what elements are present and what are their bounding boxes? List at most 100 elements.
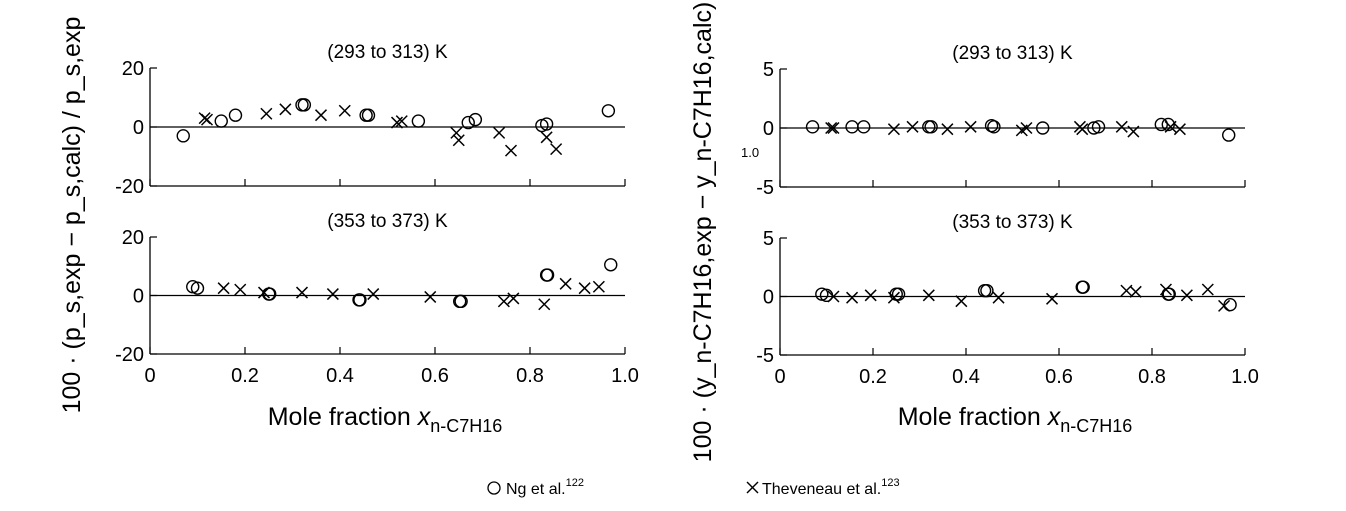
point-cross bbox=[1164, 120, 1177, 133]
x-tick-label: 0.8 bbox=[1138, 366, 1166, 388]
point-cross bbox=[906, 120, 919, 133]
point-cross bbox=[314, 109, 328, 122]
point-circle bbox=[1091, 120, 1106, 134]
point-cross bbox=[1115, 120, 1128, 133]
y-tick-label: 0 bbox=[133, 286, 144, 308]
point-cross bbox=[941, 123, 954, 136]
point-cross bbox=[1127, 125, 1140, 138]
point-cross bbox=[493, 126, 506, 139]
panel-title: (293 to 313) K bbox=[327, 42, 448, 63]
x-tick-label: 0.4 bbox=[952, 366, 980, 388]
point-circle bbox=[924, 120, 938, 134]
x-tick-label: 0 bbox=[144, 365, 155, 387]
point-cross bbox=[825, 121, 838, 135]
y-tick-label: 0 bbox=[133, 117, 144, 139]
point-cross bbox=[1129, 285, 1142, 298]
point-circle bbox=[461, 115, 475, 130]
point-cross bbox=[450, 126, 463, 139]
point-cross bbox=[592, 280, 605, 293]
point-circle bbox=[176, 129, 190, 143]
y-tick-label: 20 bbox=[122, 227, 144, 249]
point-cross bbox=[827, 121, 840, 135]
point-cross bbox=[326, 288, 339, 301]
legend-entry-ng: Ng et al.122 bbox=[487, 477, 584, 498]
point-circle bbox=[891, 287, 906, 301]
point-cross bbox=[955, 295, 968, 308]
x-tick-label: 0.6 bbox=[1045, 366, 1073, 388]
point-circle bbox=[857, 120, 871, 134]
x-tick-label: 0.8 bbox=[516, 365, 544, 387]
y-tick-label: 0 bbox=[763, 287, 774, 309]
panel-1: -20 0 20 (293 to 313) K bbox=[115, 42, 626, 198]
y-tick-label: 5 bbox=[763, 59, 774, 81]
legend-entry-theveneau: Theveneau et al.123 bbox=[746, 477, 900, 498]
point-cross bbox=[338, 104, 351, 117]
stray-label: 1.0 bbox=[741, 145, 759, 160]
panel-3: -5 0 5 (293 to 313) K bbox=[756, 43, 1246, 199]
y-tick-label: -5 bbox=[756, 345, 774, 367]
point-cross bbox=[540, 131, 553, 144]
legend: Ng et al.122 Theveneau et al.123 bbox=[487, 477, 900, 498]
point-circle bbox=[1162, 287, 1176, 301]
point-cross bbox=[1045, 292, 1059, 305]
point-cross bbox=[578, 282, 591, 295]
point-cross bbox=[1159, 283, 1172, 296]
point-cross bbox=[295, 286, 309, 299]
y-tick-label: -20 bbox=[115, 176, 144, 198]
legend-cross-marker bbox=[746, 481, 759, 494]
point-cross bbox=[1076, 123, 1089, 136]
x-axis-label-left: Mole fraction xn-C7H16 bbox=[268, 403, 503, 436]
point-cross bbox=[992, 291, 1005, 304]
point-circle bbox=[1154, 117, 1169, 132]
point-cross bbox=[279, 103, 292, 116]
point-cross bbox=[922, 289, 935, 302]
point-circle bbox=[361, 108, 376, 122]
point-circle bbox=[353, 293, 367, 307]
point-cross bbox=[827, 290, 840, 303]
x-tick-label: 1.0 bbox=[1231, 366, 1259, 388]
point-circle bbox=[539, 117, 554, 131]
point-cross bbox=[390, 116, 404, 129]
point-circle bbox=[987, 120, 1001, 134]
point-circle bbox=[297, 98, 312, 112]
y-tick-label: 5 bbox=[763, 228, 774, 250]
panel-title: (353 to 373) K bbox=[952, 212, 1073, 233]
point-cross bbox=[864, 289, 877, 302]
panel-title: (293 to 313) K bbox=[952, 43, 1073, 64]
x-axis-label-right: Mole fraction xn-C7H16 bbox=[898, 403, 1133, 436]
y-tick-label: 0 bbox=[763, 118, 774, 140]
point-cross bbox=[257, 286, 271, 299]
point-cross bbox=[217, 282, 230, 295]
point-cross bbox=[846, 291, 859, 304]
point-cross bbox=[1218, 299, 1231, 312]
point-circle bbox=[805, 120, 820, 134]
point-cross bbox=[367, 288, 380, 301]
point-cross bbox=[452, 134, 465, 147]
x-tick-label: 0.2 bbox=[859, 366, 887, 388]
point-cross bbox=[550, 143, 563, 156]
point-cross bbox=[1173, 123, 1186, 136]
legend-circle-marker bbox=[487, 481, 501, 495]
point-circle bbox=[454, 294, 468, 309]
legend-label-ng: Ng et al.122 bbox=[506, 477, 584, 498]
x-tick-label: 1.0 bbox=[611, 365, 639, 387]
point-cross bbox=[1180, 289, 1193, 302]
y-tick-label: 20 bbox=[122, 58, 144, 80]
x-tick-label: 0.4 bbox=[326, 365, 354, 387]
y-tick-label: -20 bbox=[115, 344, 144, 366]
point-cross bbox=[1201, 283, 1214, 296]
point-circle bbox=[601, 104, 616, 118]
point-circle bbox=[815, 287, 829, 301]
point-cross bbox=[887, 291, 900, 304]
point-cross bbox=[234, 283, 247, 296]
point-cross bbox=[200, 113, 214, 126]
point-circle bbox=[1036, 121, 1050, 135]
point-cross bbox=[887, 123, 900, 136]
point-circle bbox=[845, 120, 859, 134]
point-circle bbox=[214, 114, 228, 128]
point-circle bbox=[1076, 280, 1090, 294]
point-circle bbox=[540, 268, 555, 282]
